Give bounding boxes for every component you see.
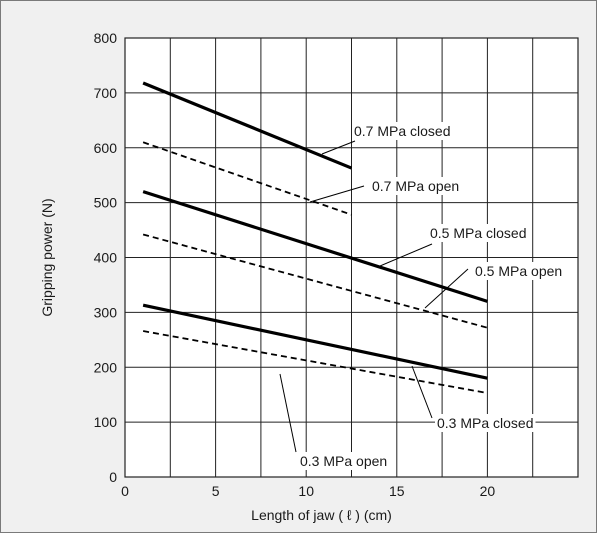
y-tick-label: 0 (109, 469, 117, 485)
x-tick-label: 5 (212, 483, 220, 499)
y-tick-label: 200 (94, 359, 118, 375)
x-tick-label: 20 (480, 483, 496, 499)
annotation-leader (309, 185, 365, 203)
y-tick-label: 400 (94, 250, 118, 266)
annotation-leader (379, 243, 433, 267)
annotation-leader (411, 365, 433, 419)
annotation-background (298, 452, 390, 470)
x-tick-label: 15 (389, 483, 405, 499)
y-tick-label: 700 (94, 85, 118, 101)
series-line (142, 330, 488, 394)
annotation-background (352, 122, 453, 140)
series-annotation: 0.5 MPa closed (430, 225, 527, 241)
annotation-background (435, 414, 536, 432)
x-tick-label: 10 (298, 483, 314, 499)
series-line (142, 303, 488, 380)
y-tick-label: 100 (94, 414, 118, 430)
series-annotation: 0.7 MPa closed (354, 123, 451, 139)
y-tick-label: 800 (94, 30, 118, 46)
series-annotation: 0.5 MPa open (475, 263, 562, 279)
y-tick-label: 300 (94, 304, 118, 320)
plot-border (124, 37, 579, 478)
annotation-leader (321, 140, 356, 155)
annotation-background (370, 177, 462, 195)
annotation-leader (424, 268, 469, 309)
annotation-background (428, 224, 529, 242)
series-layer (142, 81, 488, 394)
y-tick-label: 500 (94, 195, 118, 211)
y-axis-label: Gripping power (N) (39, 198, 55, 316)
annotation-background (473, 262, 565, 280)
series-annotation: 0.3 MPa closed (437, 415, 534, 431)
series-line (142, 141, 352, 216)
x-tick-label: 0 (121, 483, 129, 499)
series-line (142, 190, 488, 303)
x-axis-label: Length of jaw ( ℓ ) (cm) (251, 507, 392, 523)
series-annotation: 0.7 MPa open (372, 178, 459, 194)
annotation-leader (279, 373, 297, 453)
series-line (142, 81, 353, 170)
series-annotation: 0.3 MPa open (300, 453, 387, 469)
y-tick-label: 600 (94, 140, 118, 156)
annotations: 0.7 MPa closed 0.7 MPa open 0.5 MPa closed… (279, 122, 565, 470)
